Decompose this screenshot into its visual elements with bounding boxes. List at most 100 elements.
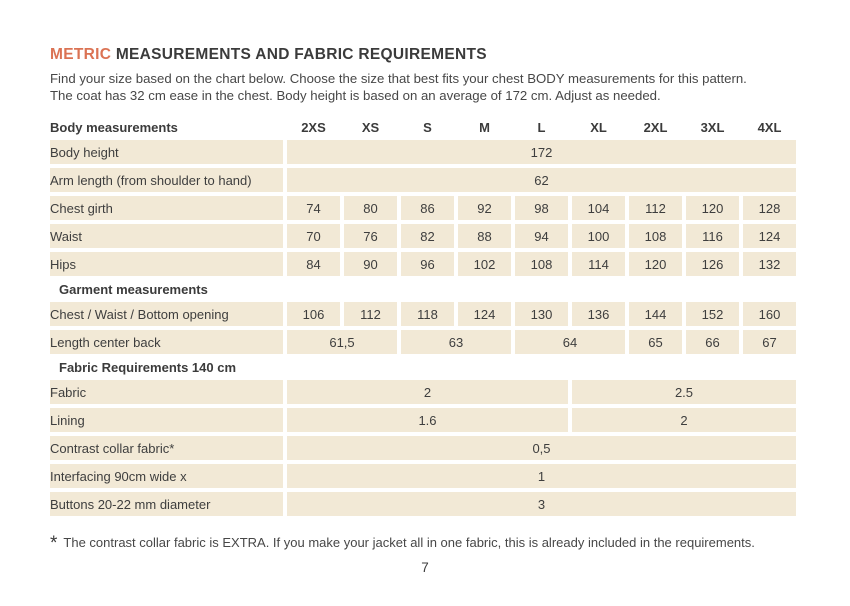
intro-paragraph: Find your size based on the chart below.… bbox=[50, 71, 800, 104]
page-number: 7 bbox=[421, 560, 429, 575]
row-lining: Lining 1.6 2 bbox=[50, 408, 796, 432]
value-cell: 2 bbox=[572, 408, 796, 432]
value-cell: 102 bbox=[458, 252, 511, 276]
value-cell: 126 bbox=[686, 252, 739, 276]
value-cell: 98 bbox=[515, 196, 568, 220]
row-label: Length center back bbox=[50, 330, 283, 354]
value-cell: 96 bbox=[401, 252, 454, 276]
value-cell: 84 bbox=[287, 252, 340, 276]
row-chest-girth: Chest girth 74 80 86 92 98 104 112 120 1… bbox=[50, 196, 796, 220]
value-cell: 74 bbox=[287, 196, 340, 220]
value-cell: 112 bbox=[344, 302, 397, 326]
value-cell: 66 bbox=[686, 330, 739, 354]
size-header-xs: XS bbox=[361, 120, 380, 135]
value-cell: 90 bbox=[344, 252, 397, 276]
row-body-height: Body height 172 bbox=[50, 140, 796, 164]
row-interfacing: Interfacing 90cm wide x 1 bbox=[50, 464, 796, 488]
value-cell: 152 bbox=[686, 302, 739, 326]
row-label: Hips bbox=[50, 252, 283, 276]
value-cell: 114 bbox=[572, 252, 625, 276]
size-header-3xl: 3XL bbox=[700, 120, 725, 135]
value-cell: 2.5 bbox=[572, 380, 796, 404]
value-cell: 130 bbox=[515, 302, 568, 326]
value-cell: 100 bbox=[572, 224, 625, 248]
value-cell: 124 bbox=[743, 224, 796, 248]
size-header-4xl: 4XL bbox=[757, 120, 782, 135]
row-label: Arm length (from shoulder to hand) bbox=[50, 168, 283, 192]
footnote: * The contrast collar fabric is EXTRA. If… bbox=[50, 533, 800, 555]
value-cell: 62 bbox=[287, 168, 796, 192]
row-opening: Chest / Waist / Bottom opening 106 112 1… bbox=[50, 302, 796, 326]
size-header-m: M bbox=[479, 120, 490, 135]
value-cell: 120 bbox=[629, 252, 682, 276]
section-label: Garment measurements bbox=[59, 281, 208, 297]
section-label: Fabric Requirements 140 cm bbox=[59, 359, 237, 375]
footnote-text: The contrast collar fabric is EXTRA. If … bbox=[63, 535, 755, 550]
value-cell: 64 bbox=[515, 330, 625, 354]
size-header-s: S bbox=[423, 120, 432, 135]
value-cell: 144 bbox=[629, 302, 682, 326]
value-cell: 106 bbox=[287, 302, 340, 326]
value-cell: 2 bbox=[287, 380, 568, 404]
value-cell: 172 bbox=[287, 140, 796, 164]
value-cell: 86 bbox=[401, 196, 454, 220]
row-hips: Hips 84 90 96 102 108 114 120 126 132 bbox=[50, 252, 796, 276]
page-title: METRIC MEASUREMENTS AND FABRIC REQUIREME… bbox=[50, 46, 800, 64]
footnote-asterisk: * bbox=[50, 533, 58, 554]
size-header-xl: XL bbox=[590, 120, 607, 135]
value-cell: 92 bbox=[458, 196, 511, 220]
row-length-center-back: Length center back 61,5 63 64 65 66 67 bbox=[50, 330, 796, 354]
value-cell: 63 bbox=[401, 330, 511, 354]
value-cell: 82 bbox=[401, 224, 454, 248]
section-garment-measurements: Garment measurements bbox=[50, 280, 796, 298]
row-fabric: Fabric 2 2.5 bbox=[50, 380, 796, 404]
row-label: Contrast collar fabric* bbox=[50, 436, 283, 460]
value-cell: 132 bbox=[743, 252, 796, 276]
row-label: Body height bbox=[50, 140, 283, 164]
row-label: Lining bbox=[50, 408, 283, 432]
size-header-2xl: 2XL bbox=[643, 120, 668, 135]
value-cell: 1.6 bbox=[287, 408, 568, 432]
value-cell: 120 bbox=[686, 196, 739, 220]
row-label: Chest girth bbox=[50, 196, 283, 220]
measurement-table: Body measurements 2XS XS S M L XL 2XL 3X… bbox=[46, 115, 800, 520]
value-cell: 116 bbox=[686, 224, 739, 248]
value-cell: 94 bbox=[515, 224, 568, 248]
table-header-row: Body measurements 2XS XS S M L XL 2XL 3X… bbox=[50, 119, 796, 136]
value-cell: 61,5 bbox=[287, 330, 397, 354]
row-arm-length: Arm length (from shoulder to hand) 62 bbox=[50, 168, 796, 192]
value-cell: 112 bbox=[629, 196, 682, 220]
value-cell: 76 bbox=[344, 224, 397, 248]
value-cell: 1 bbox=[287, 464, 796, 488]
value-cell: 108 bbox=[515, 252, 568, 276]
title-text: MEASUREMENTS AND FABRIC REQUIREMENTS bbox=[115, 46, 487, 63]
row-waist: Waist 70 76 82 88 94 100 108 116 124 bbox=[50, 224, 796, 248]
value-cell: 104 bbox=[572, 196, 625, 220]
section-fabric-requirements: Fabric Requirements 140 cm bbox=[50, 358, 796, 376]
size-header-l: L bbox=[537, 120, 546, 135]
row-label: Interfacing 90cm wide x bbox=[50, 464, 283, 488]
value-cell: 128 bbox=[743, 196, 796, 220]
value-cell: 88 bbox=[458, 224, 511, 248]
row-label: Buttons 20-22 mm diameter bbox=[50, 492, 283, 516]
row-label: Chest / Waist / Bottom opening bbox=[50, 302, 283, 326]
value-cell: 118 bbox=[401, 302, 454, 326]
row-contrast-collar: Contrast collar fabric* 0,5 bbox=[50, 436, 796, 460]
value-cell: 80 bbox=[344, 196, 397, 220]
value-cell: 124 bbox=[458, 302, 511, 326]
value-cell: 3 bbox=[287, 492, 796, 516]
row-buttons: Buttons 20-22 mm diameter 3 bbox=[50, 492, 796, 516]
value-cell: 108 bbox=[629, 224, 682, 248]
value-cell: 160 bbox=[743, 302, 796, 326]
value-cell: 70 bbox=[287, 224, 340, 248]
size-header-2xs: 2XS bbox=[301, 120, 326, 135]
title-highlight: METRIC bbox=[50, 46, 112, 63]
row-label: Waist bbox=[50, 224, 283, 248]
row-label: Fabric bbox=[50, 380, 283, 404]
value-cell: 65 bbox=[629, 330, 682, 354]
intro-line-2: The coat has 32 cm ease in the chest. Bo… bbox=[50, 87, 661, 103]
column-header-body-measurements: Body measurements bbox=[50, 120, 178, 135]
intro-line-1: Find your size based on the chart below.… bbox=[50, 71, 747, 86]
value-cell: 136 bbox=[572, 302, 625, 326]
